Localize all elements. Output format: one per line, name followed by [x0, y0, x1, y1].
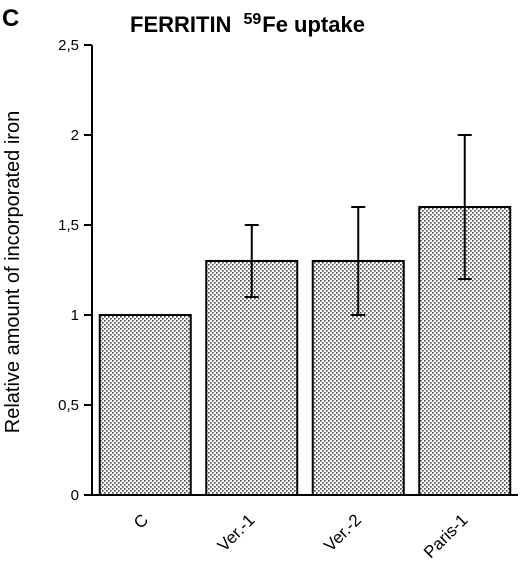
- bar-1: [205, 260, 299, 496]
- y-tick-label-4: 2: [71, 127, 79, 144]
- x-tick-label-1: Ver.-1: [214, 510, 259, 555]
- x-labels-group: C Ver.-1 Ver.-2 Paris-1: [130, 510, 472, 562]
- title-rest: Fe uptake: [262, 12, 365, 37]
- y-axis-label: Relative amount of incorporated iron: [2, 111, 24, 433]
- y-tick-label-5: 2,5: [58, 37, 79, 54]
- error-bars-group: [244, 134, 472, 316]
- axes-group: [91, 45, 518, 496]
- panel-letter: C: [2, 5, 19, 32]
- bars-group: [98, 206, 512, 496]
- error-bar-1: [244, 224, 259, 298]
- title-superscript: 59: [243, 11, 261, 28]
- y-tick-label-0: 0: [71, 487, 79, 504]
- y-tick-label-3: 1,5: [58, 217, 79, 234]
- x-tick-label-3: Paris-1: [420, 510, 472, 562]
- y-tick-label-1: 0,5: [58, 397, 79, 414]
- x-tick-label-2: Ver.-2: [320, 510, 365, 555]
- title-main: FERRITIN: [130, 12, 231, 37]
- error-bar-2: [351, 206, 366, 316]
- chart-title: FERRITIN 59Fe uptake: [130, 11, 365, 37]
- y-ticks-group: 0 0,5 1 1,5 2 2,5: [58, 37, 92, 504]
- error-bar-3: [457, 134, 472, 280]
- bar-0: [98, 314, 192, 496]
- y-tick-label-2: 1: [71, 307, 79, 324]
- x-tick-label-0: C: [130, 510, 152, 532]
